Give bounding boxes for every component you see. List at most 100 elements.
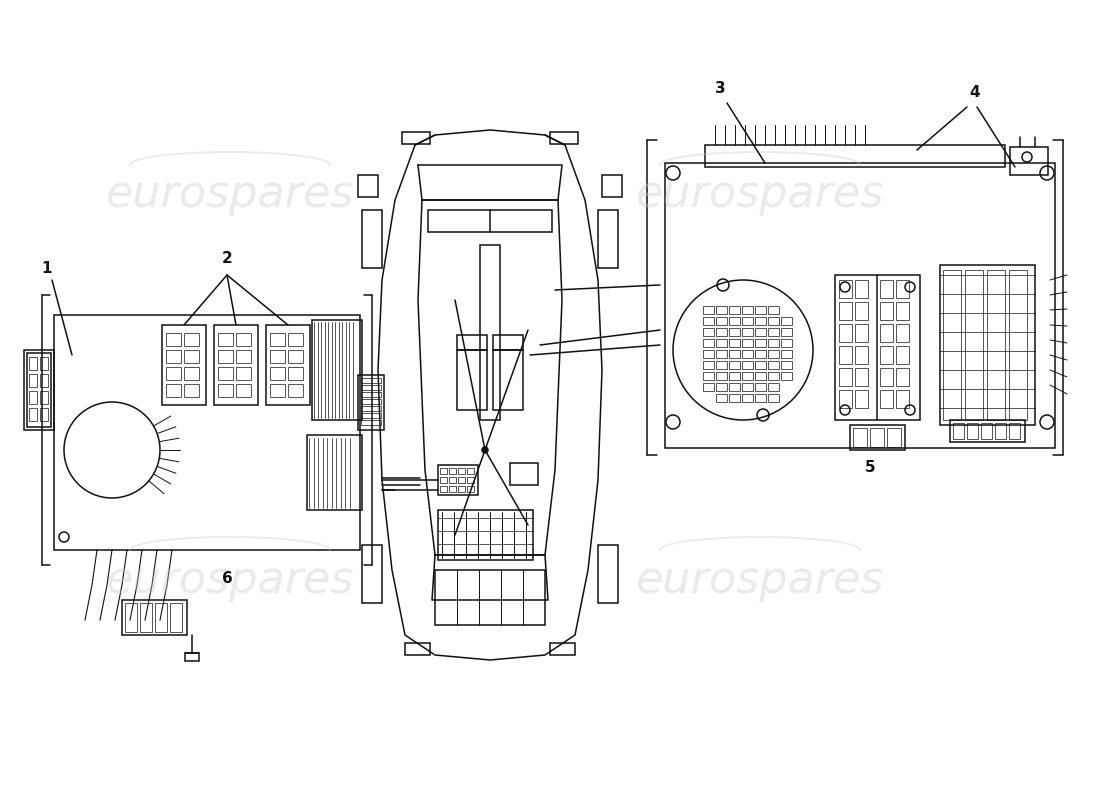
Bar <box>236 384 251 397</box>
Bar <box>361 399 381 404</box>
Bar <box>870 428 884 447</box>
Text: 6: 6 <box>221 571 232 586</box>
Bar <box>166 350 182 363</box>
Bar <box>953 423 964 439</box>
Bar <box>434 570 544 625</box>
Bar <box>24 350 54 430</box>
Bar <box>703 317 714 325</box>
Bar <box>218 350 233 363</box>
Bar <box>29 374 37 387</box>
Bar <box>40 408 48 421</box>
Bar <box>270 367 285 380</box>
Bar <box>896 324 909 342</box>
Text: eurospares: eurospares <box>636 558 884 602</box>
Bar <box>768 383 779 391</box>
Bar <box>218 384 233 397</box>
Bar <box>185 653 199 661</box>
Bar <box>742 328 754 336</box>
Bar <box>361 413 381 418</box>
Bar <box>768 328 779 336</box>
Bar <box>438 510 534 560</box>
Bar <box>440 477 447 483</box>
Bar <box>768 317 779 325</box>
Bar <box>598 210 618 268</box>
Bar <box>29 408 37 421</box>
Circle shape <box>482 447 488 453</box>
Bar <box>940 265 1035 425</box>
Bar <box>468 486 474 492</box>
Bar <box>839 368 853 386</box>
Bar <box>236 367 251 380</box>
Bar <box>40 374 48 387</box>
Bar <box>742 306 754 314</box>
Bar <box>166 384 182 397</box>
Bar <box>768 372 779 380</box>
Bar <box>236 350 251 363</box>
Bar <box>896 368 909 386</box>
Bar <box>184 367 199 380</box>
Bar <box>54 315 360 550</box>
Bar <box>781 372 792 380</box>
Bar <box>170 603 182 632</box>
Text: eurospares: eurospares <box>636 174 884 217</box>
Bar <box>218 367 233 380</box>
Bar <box>312 320 362 420</box>
Bar <box>493 335 522 350</box>
Bar <box>943 270 961 420</box>
Bar <box>965 270 983 420</box>
Bar <box>839 302 853 320</box>
Bar <box>755 306 766 314</box>
Bar <box>405 643 430 655</box>
Bar <box>428 210 552 232</box>
Bar <box>755 350 766 358</box>
Bar <box>755 361 766 369</box>
Bar <box>729 350 740 358</box>
Bar <box>449 468 456 474</box>
Bar <box>967 423 978 439</box>
Bar <box>703 350 714 358</box>
Bar <box>855 346 868 364</box>
Bar <box>729 361 740 369</box>
Bar <box>440 486 447 492</box>
Text: 1: 1 <box>42 261 53 276</box>
Bar <box>270 333 285 346</box>
Bar <box>358 375 384 430</box>
Bar <box>716 394 727 402</box>
Bar <box>29 391 37 404</box>
Bar <box>987 270 1005 420</box>
Bar <box>981 423 992 439</box>
Bar <box>755 317 766 325</box>
Bar <box>184 350 199 363</box>
Bar <box>288 350 302 363</box>
Bar <box>855 390 868 408</box>
Bar <box>729 306 740 314</box>
Bar <box>996 423 1006 439</box>
Bar <box>361 385 381 390</box>
Bar <box>850 425 905 450</box>
Bar <box>270 350 285 363</box>
Bar <box>755 383 766 391</box>
Bar <box>493 350 522 410</box>
Bar <box>468 468 474 474</box>
Bar <box>449 486 456 492</box>
Bar <box>729 317 740 325</box>
Bar <box>140 603 152 632</box>
Bar <box>716 306 727 314</box>
Bar <box>768 394 779 402</box>
Bar <box>288 367 302 380</box>
Bar <box>852 428 867 447</box>
Bar <box>166 333 182 346</box>
Bar <box>781 317 792 325</box>
Bar <box>361 392 381 397</box>
Bar <box>458 477 465 483</box>
Bar <box>438 465 478 495</box>
Bar <box>666 163 1055 448</box>
Bar <box>729 339 740 347</box>
Bar <box>480 245 501 420</box>
Bar <box>880 390 893 408</box>
Bar <box>781 339 792 347</box>
Bar <box>835 275 920 420</box>
Bar <box>236 333 251 346</box>
Bar <box>768 306 779 314</box>
Bar <box>755 372 766 380</box>
